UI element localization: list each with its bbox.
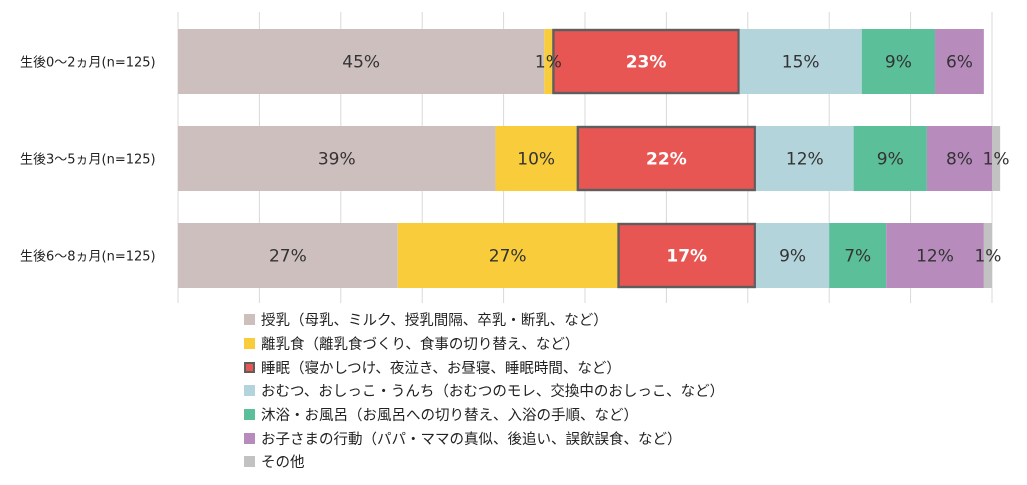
category-label: 生後0～2ヵ月(n=125) xyxy=(20,56,156,71)
data-label: 22% xyxy=(646,150,687,170)
legend-item: その他 xyxy=(244,450,724,474)
legend-swatch xyxy=(244,385,255,397)
bar-segment xyxy=(755,223,830,288)
bar-segment-highlight xyxy=(552,28,740,95)
bar-segment xyxy=(617,223,756,288)
data-label: 9% xyxy=(877,150,904,170)
bar-segment-highlight xyxy=(617,222,757,289)
data-label: 15% xyxy=(782,53,820,73)
legend-label: 沐浴・お風呂（お風呂への切り替え、入浴の手順、など） xyxy=(261,408,638,425)
data-label: 1% xyxy=(535,53,562,73)
data-label: 12% xyxy=(786,150,824,170)
bar-segment xyxy=(397,223,618,288)
legend-item: 睡眠（寝かしつけ、夜泣き、お昼寝、睡眠時間、など） xyxy=(244,355,724,379)
legend-item: お子さまの行動（パパ・ママの真似、後追い、誤飲誤食、など） xyxy=(244,426,724,450)
data-label: 10% xyxy=(517,150,555,170)
bar-segment xyxy=(178,223,398,288)
legend-label: 授乳（母乳、ミルク、授乳間隔、卒乳・断乳、など） xyxy=(261,313,608,330)
data-label: 45% xyxy=(342,53,380,73)
data-label: 27% xyxy=(489,247,527,267)
legend-swatch xyxy=(244,432,255,444)
bar-segment xyxy=(886,223,984,288)
legend-swatch xyxy=(244,409,255,421)
bar-segment xyxy=(576,126,756,191)
legend-item: 授乳（母乳、ミルク、授乳間隔、卒乳・断乳、など） xyxy=(244,308,724,332)
bar-segment xyxy=(755,126,854,191)
legend-label: 離乳食（離乳食づくり、食事の切り替え、など） xyxy=(261,337,580,354)
legend-label: お子さまの行動（パパ・ママの真似、後追い、誤飲誤食、など） xyxy=(261,431,682,448)
data-label: 8% xyxy=(946,150,973,170)
bar-segment xyxy=(544,29,553,94)
legend-label: 睡眠（寝かしつけ、夜泣き、お昼寝、睡眠時間、など） xyxy=(261,360,621,377)
bar-segment xyxy=(926,126,992,191)
bar-segment xyxy=(552,29,740,94)
legend-swatch xyxy=(244,338,255,350)
data-label: 9% xyxy=(885,53,912,73)
legend-swatch xyxy=(244,314,255,326)
legend-item: おむつ、おしっこ・うんち（おむつのモレ、交換中のおしっこ、など） xyxy=(244,379,724,403)
bar-segment xyxy=(178,126,496,191)
data-label: 27% xyxy=(269,247,307,267)
bar-segment xyxy=(495,126,577,191)
bar-segment xyxy=(739,29,862,94)
data-label: 1% xyxy=(974,247,1001,267)
legend-item: 沐浴・お風呂（お風呂への切り替え、入浴の手順、など） xyxy=(244,403,724,427)
legend-item: 離乳食（離乳食づくり、食事の切り替え、など） xyxy=(244,332,724,356)
bar-segment xyxy=(861,29,936,94)
data-label: 6% xyxy=(946,53,973,73)
bar-segment-highlight xyxy=(576,125,757,192)
bar-segment xyxy=(853,126,927,191)
data-label: 17% xyxy=(666,247,707,267)
legend-swatch xyxy=(244,361,255,373)
data-labels: 45% 1% 23% 15% 9% 6% 39% 10% 22% 12% 9% 8% 1% 27% 27% 1… xyxy=(269,53,1010,267)
legend: 授乳（母乳、ミルク、授乳間隔、卒乳・断乳、など） 離乳食（離乳食づくり、食事の切り… xyxy=(244,308,724,474)
bars xyxy=(178,28,1001,289)
data-label: 12% xyxy=(916,247,954,267)
bar-segment xyxy=(178,29,545,94)
bar-segment xyxy=(983,223,992,288)
data-label: 9% xyxy=(779,247,806,267)
bar-segment xyxy=(829,223,887,288)
bar-segment xyxy=(992,126,1001,191)
data-label: 23% xyxy=(626,53,667,73)
data-label: 1% xyxy=(983,150,1010,170)
data-label: 39% xyxy=(318,150,356,170)
bar-segment xyxy=(935,29,984,94)
legend-label: その他 xyxy=(261,455,305,472)
category-label: 生後6～8ヵ月(n=125) xyxy=(20,250,156,265)
legend-label: おむつ、おしっこ・うんち（おむつのモレ、交換中のおしっこ、など） xyxy=(261,384,725,401)
category-label: 生後3～5ヵ月(n=125) xyxy=(20,153,156,168)
legend-swatch xyxy=(244,456,255,468)
category-labels: 生後0～2ヵ月(n=125) 生後3～5ヵ月(n=125) 生後6～8ヵ月(n=12… xyxy=(20,56,156,265)
data-label: 7% xyxy=(844,247,871,267)
